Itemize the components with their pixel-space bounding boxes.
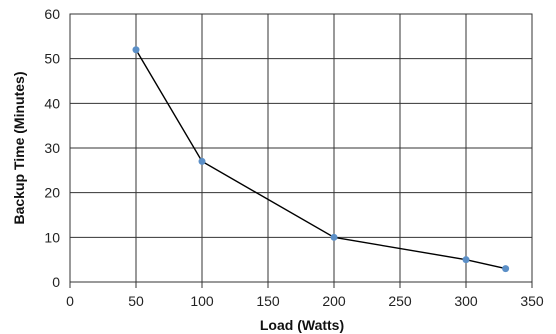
data-point-0-1: [198, 157, 206, 165]
tick-labels-layer: 0 50 100 150 200 250 300 350 0 10 20 30 40 50 60: [44, 6, 543, 309]
data-point-0-4: [502, 265, 510, 273]
y-axis-title: Backup Time (Minutes): [11, 72, 27, 225]
y-tick-label-6: 60: [44, 6, 60, 22]
y-tick-label-4: 40: [44, 95, 60, 111]
axes-layer: [69, 13, 533, 288]
x-tick-label-6: 300: [454, 293, 478, 309]
plot-frame: [69, 13, 533, 283]
grid-layer: [69, 13, 533, 283]
y-tick-label-2: 20: [44, 185, 60, 201]
x-tick-label-1: 50: [128, 293, 144, 309]
x-tick-label-7: 350: [520, 293, 544, 309]
x-tick-label-5: 250: [388, 293, 412, 309]
series-layer: [132, 46, 510, 273]
x-axis-title: Load (Watts): [260, 317, 344, 333]
y-tick-label-0: 0: [52, 274, 60, 290]
y-tick-label-1: 10: [44, 229, 60, 245]
y-tick-label-3: 30: [44, 140, 60, 156]
series-line-0: [135, 49, 506, 270]
y-tick-label-5: 50: [44, 51, 60, 67]
data-point-0-2: [330, 233, 338, 241]
data-point-0-0: [132, 46, 140, 54]
x-tick-label-4: 200: [322, 293, 346, 309]
x-tick-label-0: 0: [66, 293, 74, 309]
x-tick-label-2: 100: [190, 293, 214, 309]
x-tick-label-3: 150: [256, 293, 280, 309]
data-point-0-3: [462, 256, 470, 264]
